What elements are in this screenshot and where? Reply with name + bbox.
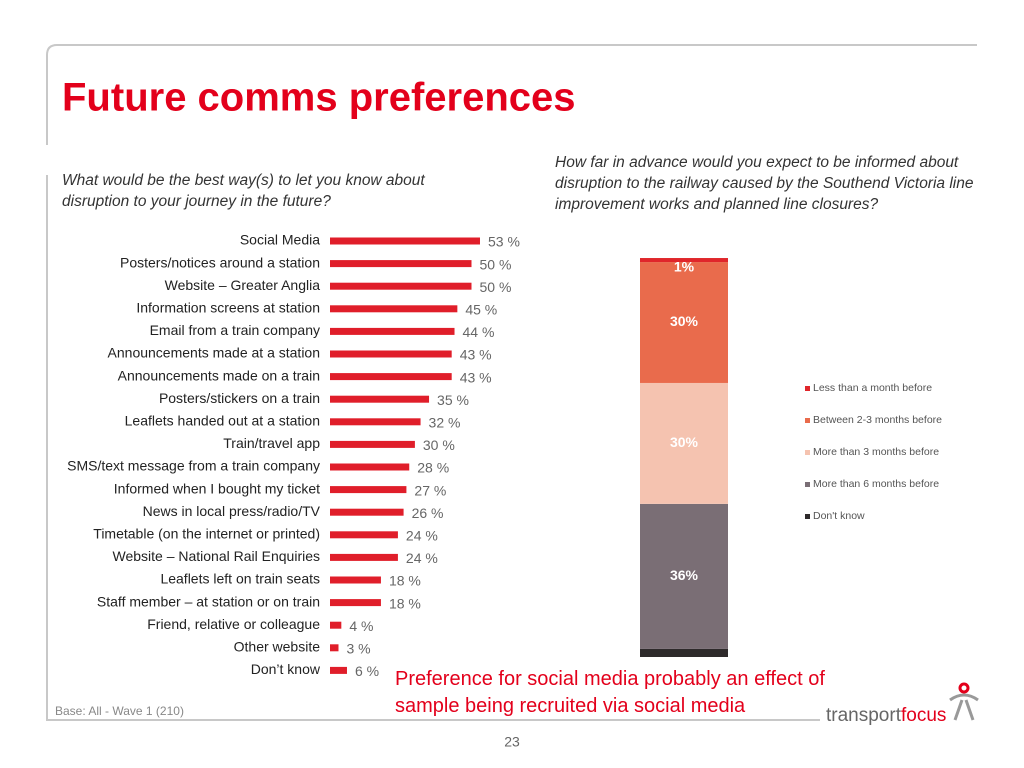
bar — [330, 486, 407, 494]
value-label: 24 % — [406, 550, 438, 566]
bar — [330, 327, 455, 335]
annotation: Preference for social media probably an … — [395, 668, 825, 717]
value-label: 26 % — [412, 505, 444, 521]
stack-segment — [640, 503, 728, 649]
category-label: Posters/stickers on a train — [159, 390, 320, 406]
value-label: 18 % — [389, 595, 421, 611]
value-label: 30% — [670, 434, 699, 450]
bar — [330, 350, 452, 358]
category-label: Timetable (on the internet or printed) — [93, 526, 320, 542]
stack-segment — [640, 262, 728, 383]
category-label: Friend, relative or colleague — [147, 616, 320, 632]
legend-item: Don't know — [805, 510, 953, 523]
legend-item: Between 2-3 months before — [805, 414, 953, 427]
category-label: News in local press/radio/TV — [143, 503, 321, 519]
category-label: Train/travel app — [223, 435, 320, 451]
legend-label: More than 3 months before — [813, 446, 940, 458]
bar — [330, 418, 421, 426]
value-label: 44 % — [463, 324, 495, 340]
category-label: Leaflets left on train seats — [160, 571, 320, 587]
value-label: 3 % — [346, 641, 370, 657]
category-label: Social Media — [240, 232, 320, 248]
value-label: 27 % — [414, 482, 446, 498]
page-number: 23 — [504, 734, 520, 750]
legend-swatch — [805, 482, 810, 487]
bar — [330, 531, 398, 539]
logo-part: focus — [901, 705, 946, 726]
legend-label: Between 2-3 months before — [813, 414, 942, 426]
question-2: How far in advance would you expect to b… — [555, 154, 974, 213]
category-label: Website – Greater Anglia — [165, 277, 321, 293]
legend-item: More than 3 months before — [805, 446, 953, 459]
category-label: SMS/text message from a train company — [67, 458, 320, 474]
bar — [330, 576, 381, 584]
value-label: 50 % — [480, 279, 512, 295]
legend-swatch — [805, 418, 810, 423]
category-label: Informed when I bought my ticket — [114, 480, 320, 496]
category-label: Website – National Rail Enquiries — [112, 548, 320, 564]
question-1: What would be the best way(s) to let you… — [62, 172, 425, 210]
value-label: 28 % — [417, 460, 449, 476]
value-label: 30% — [670, 313, 699, 329]
legend-label: More than 6 months before — [813, 478, 940, 490]
value-label: 4 % — [349, 618, 373, 634]
category-label: Email from a train company — [150, 322, 320, 338]
value-label: 43 % — [460, 369, 492, 385]
slide-title: Future comms preferences — [62, 76, 576, 120]
base-note: Base: All - Wave 1 (210) — [55, 704, 184, 718]
category-label: Announcements made on a train — [118, 367, 320, 383]
bar — [330, 395, 430, 403]
stack-segment — [640, 258, 728, 263]
bar — [330, 260, 472, 268]
value-label: 24 % — [406, 528, 438, 544]
stack-segment — [640, 382, 728, 504]
stack-segment — [640, 648, 728, 657]
legend-label: Don't know — [813, 510, 865, 522]
legend-swatch — [805, 514, 810, 519]
logo: transportfocus — [826, 705, 946, 726]
value-label: 35 % — [437, 392, 469, 408]
value-label: 45 % — [465, 302, 497, 318]
category-label: Staff member – at station or on train — [97, 593, 320, 609]
bar — [330, 644, 339, 652]
frame-top — [46, 44, 977, 145]
bar — [330, 282, 472, 290]
bar — [330, 666, 347, 674]
value-label: 6 % — [355, 663, 379, 679]
value-label: 53 % — [488, 234, 520, 250]
category-label: Announcements made at a station — [108, 345, 320, 361]
bar — [330, 237, 480, 245]
legend-item: More than 6 months before — [805, 478, 953, 491]
value-label: 50 % — [480, 256, 512, 272]
value-label: 43 % — [460, 347, 492, 363]
bar — [330, 621, 342, 629]
category-label: Leaflets handed out at a station — [125, 413, 320, 429]
logo-icon — [949, 682, 979, 721]
legend-swatch — [805, 450, 810, 455]
category-label: Posters/notices around a station — [120, 254, 320, 270]
category-label: Don’t know — [251, 661, 321, 677]
value-label: 36% — [670, 567, 699, 583]
value-label: 18 % — [389, 573, 421, 589]
value-label: 1% — [674, 259, 695, 275]
value-label: 30 % — [423, 437, 455, 453]
legend-swatch — [805, 386, 810, 391]
bar — [330, 463, 410, 471]
frame-bottom — [46, 175, 820, 721]
bar — [330, 305, 458, 313]
bar — [330, 373, 452, 381]
bar — [330, 508, 404, 516]
bar — [330, 440, 415, 448]
category-label: Information screens at station — [136, 300, 320, 316]
value-label: 32 % — [429, 415, 461, 431]
legend-item: Less than a month before — [805, 382, 953, 395]
legend-label: Less than a month before — [813, 382, 933, 394]
category-label: Other website — [234, 639, 321, 655]
bar — [330, 553, 398, 561]
logo-part: transport — [826, 705, 902, 726]
bar — [330, 599, 381, 607]
